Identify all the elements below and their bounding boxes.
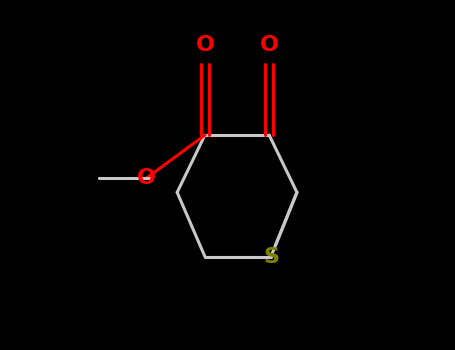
Text: O: O xyxy=(260,35,278,55)
Text: O: O xyxy=(136,168,156,188)
Text: S: S xyxy=(263,247,279,267)
Text: O: O xyxy=(196,35,214,55)
